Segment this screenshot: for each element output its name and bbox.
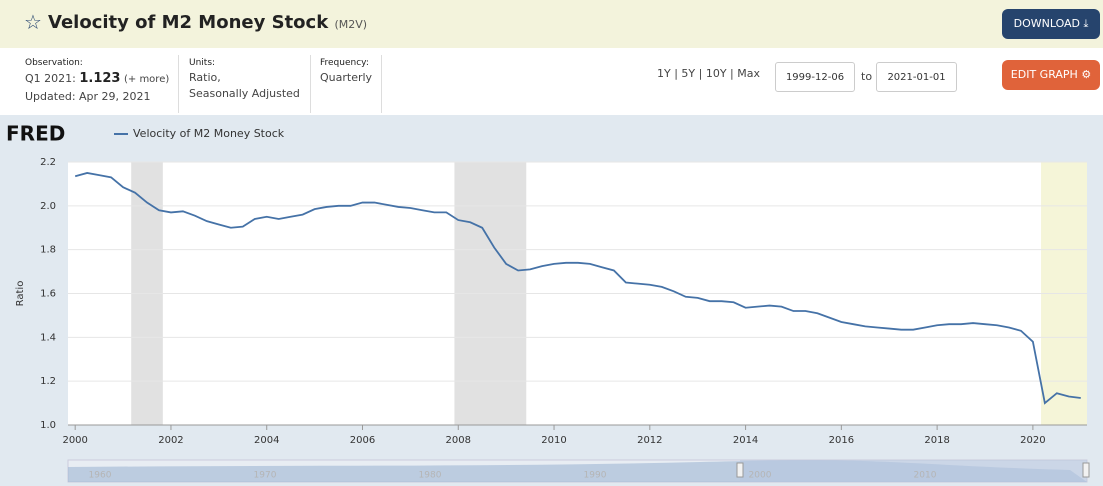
range-link[interactable]: 10Y bbox=[705, 67, 727, 80]
frequency: Quarterly bbox=[320, 71, 373, 84]
edit-graph-text: EDIT GRAPH bbox=[1010, 68, 1078, 81]
separator bbox=[178, 55, 179, 113]
separator bbox=[381, 55, 382, 113]
more-link[interactable]: (+ more) bbox=[123, 74, 170, 85]
start-date[interactable]: 1999-12-06 bbox=[775, 62, 855, 92]
x-tick-label: 2004 bbox=[254, 435, 279, 446]
chart: FRED 1.0 1.2 1.4 1.6 1.8 2.0 2.2 2000 2002 2004 20… bbox=[0, 115, 1103, 486]
navigator-label: 2000 bbox=[749, 471, 772, 481]
download-button[interactable]: DOWNLOAD ⤓ bbox=[1002, 9, 1100, 39]
y-tick-label: 1.2 bbox=[40, 376, 56, 387]
navigator-handle[interactable] bbox=[1082, 462, 1090, 478]
navigator-label: 2010 bbox=[914, 471, 937, 481]
range-link[interactable]: Max bbox=[737, 67, 761, 80]
series-line bbox=[74, 172, 1081, 405]
observation: Q1 2021: 1.123 (+ more) bbox=[25, 71, 169, 88]
range-links: 1Y | 5Y | 10Y | Max bbox=[657, 67, 761, 80]
navigator-label: 1960 bbox=[89, 471, 112, 481]
download-text: DOWNLOAD bbox=[1013, 17, 1081, 30]
favorite-star[interactable]: ☆ bbox=[24, 10, 42, 34]
units-1: Ratio, bbox=[189, 71, 221, 84]
x-tick-label: 2012 bbox=[637, 435, 662, 446]
observation-value: 1.123 bbox=[79, 71, 121, 86]
title-text: Velocity of M2 Money Stock bbox=[48, 12, 329, 33]
edit-graph-button[interactable]: EDIT GRAPH ⚙ bbox=[1002, 60, 1100, 90]
x-tick-label: 2010 bbox=[541, 435, 566, 446]
navigator-selection bbox=[740, 460, 1087, 482]
x-tick-label: 2020 bbox=[1020, 435, 1045, 446]
y-tick-label: 1.0 bbox=[40, 420, 56, 431]
y-tick-label: 1.4 bbox=[40, 332, 56, 343]
legend-label: Velocity of M2 Money Stock bbox=[133, 127, 285, 140]
navigator-label: 1990 bbox=[584, 471, 607, 481]
x-tick-label: 2008 bbox=[446, 435, 471, 446]
fred-logo: FRED bbox=[6, 122, 65, 146]
separator bbox=[310, 55, 311, 113]
observation-period: Q1 2021: bbox=[25, 72, 76, 85]
x-tick-label: 2002 bbox=[158, 435, 183, 446]
series-id: (M2V) bbox=[334, 18, 368, 31]
header: ☆ Velocity of M2 Money Stock (M2V) DOWNL… bbox=[0, 0, 1103, 48]
x-tick-label: 2018 bbox=[924, 435, 949, 446]
range-link[interactable]: 1Y bbox=[657, 67, 671, 80]
observation-label: Observation: bbox=[25, 58, 83, 68]
frequency-label: Frequency: bbox=[320, 58, 369, 68]
updated: Updated: Apr 29, 2021 bbox=[25, 90, 151, 103]
y-tick-label: 1.6 bbox=[40, 289, 56, 300]
x-tick-label: 2016 bbox=[829, 435, 854, 446]
to-label: to bbox=[861, 70, 873, 83]
navigator-handle[interactable] bbox=[736, 462, 744, 478]
navigator-label: 1980 bbox=[419, 471, 442, 481]
y-tick-label: 2.2 bbox=[40, 157, 56, 168]
range-link[interactable]: 5Y bbox=[681, 67, 696, 80]
y-axis-label: Ratio bbox=[15, 281, 26, 307]
units-label: Units: bbox=[189, 58, 216, 68]
end-date[interactable]: 2021-01-01 bbox=[876, 62, 957, 92]
y-tick-label: 1.8 bbox=[40, 245, 56, 256]
units-2: Seasonally Adjusted bbox=[189, 87, 300, 100]
title: Velocity of M2 Money Stock (M2V) bbox=[48, 12, 367, 33]
x-tick-label: 2000 bbox=[62, 435, 87, 446]
x-tick-label: 2014 bbox=[733, 435, 758, 446]
y-tick-label: 2.0 bbox=[40, 201, 56, 212]
navigator-label: 1970 bbox=[254, 471, 277, 481]
x-tick-label: 2006 bbox=[350, 435, 375, 446]
